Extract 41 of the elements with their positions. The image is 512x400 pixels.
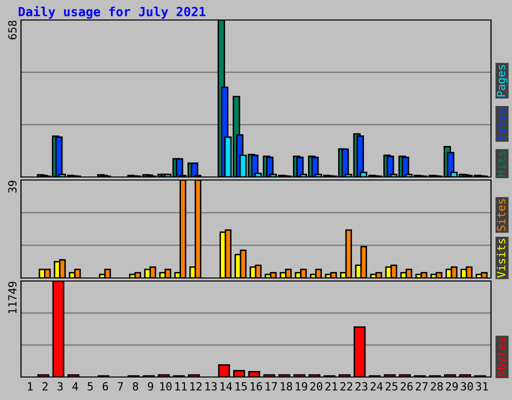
x-tick-label: 22 — [340, 382, 352, 390]
text: 11749 — [8, 282, 17, 314]
text: Pages — [496, 65, 508, 96]
x-tick-label: 31 — [476, 382, 488, 391]
text: KBytes — [497, 338, 508, 376]
x-tick-label: 23 — [356, 382, 368, 391]
x-tick-label: 21 — [325, 382, 338, 390]
text: 39 — [8, 180, 17, 193]
text: Sites — [496, 199, 506, 231]
x-tick-label: 16 — [250, 382, 262, 391]
text: Hits — [496, 151, 506, 176]
x-tick-label: 28 — [430, 382, 443, 391]
x-tick-label: 13 — [205, 382, 217, 391]
x-tick-label: 24 — [370, 382, 383, 390]
x-tick-label: 1 — [28, 382, 33, 390]
x-tick-label: 2 — [42, 382, 48, 390]
chart-title: Daily usage for July 2021 — [18, 6, 206, 19]
x-tick-label: 26 — [400, 382, 413, 391]
text: 658 — [8, 20, 17, 40]
x-tick-label: 9 — [148, 382, 154, 391]
x-tick-label: 6 — [102, 382, 108, 391]
x-tick-label: 25 — [386, 382, 398, 391]
x-tick-label: 15 — [236, 382, 247, 391]
x-tick-label: 19 — [296, 382, 308, 391]
x-tick-label: 27 — [416, 382, 428, 390]
x-tick-label: 4 — [72, 382, 78, 390]
text: Visits — [496, 238, 506, 278]
x-tick-label: 3 — [58, 382, 63, 391]
x-tick-label: 30 — [460, 382, 473, 391]
x-tick-label: 17 — [266, 382, 277, 390]
x-tick-label: 20 — [310, 382, 322, 391]
x-tick-label: 12 — [190, 382, 202, 390]
x-tick-label: 29 — [446, 382, 458, 391]
x-tick-label: 8 — [132, 382, 138, 391]
x-tick-label: 10 — [160, 382, 172, 391]
x-tick-label: 18 — [280, 382, 292, 391]
x-tick-label: 14 — [220, 382, 232, 390]
x-tick-label: 11 — [175, 382, 187, 390]
x-tick-label: 5 — [88, 382, 93, 391]
x-tick-label: 7 — [118, 382, 123, 390]
text: Files — [496, 108, 506, 140]
